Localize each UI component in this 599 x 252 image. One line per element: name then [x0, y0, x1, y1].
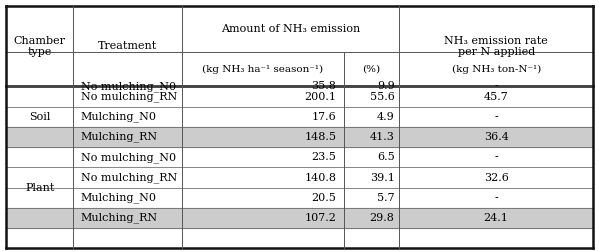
Text: 6.5: 6.5 — [377, 152, 395, 162]
Text: Mulching_RN: Mulching_RN — [80, 213, 158, 224]
Bar — [6, 127, 593, 147]
Text: Plant: Plant — [25, 183, 55, 193]
Text: Chamber
type: Chamber type — [14, 36, 66, 57]
Text: 24.1: 24.1 — [484, 213, 509, 223]
Text: 45.7: 45.7 — [484, 92, 509, 102]
Text: 41.3: 41.3 — [370, 132, 395, 142]
Text: NH₃ emission rate
per N applied: NH₃ emission rate per N applied — [444, 36, 548, 57]
Bar — [6, 208, 593, 228]
Text: 4.9: 4.9 — [377, 112, 395, 122]
Text: 107.2: 107.2 — [305, 213, 337, 223]
Text: No mulching_RN: No mulching_RN — [80, 91, 177, 102]
Text: 23.5: 23.5 — [311, 152, 337, 162]
Text: -: - — [494, 112, 498, 122]
Text: 29.8: 29.8 — [370, 213, 395, 223]
Text: (%): (%) — [362, 65, 380, 74]
Text: 9.9: 9.9 — [377, 81, 395, 91]
Text: 35.8: 35.8 — [311, 81, 337, 91]
Text: No mulching_RN: No mulching_RN — [80, 172, 177, 183]
Text: Mulching_N0: Mulching_N0 — [80, 111, 156, 122]
Text: Treatment: Treatment — [98, 41, 158, 51]
Text: No mulching_N0: No mulching_N0 — [80, 152, 176, 163]
Text: -: - — [494, 81, 498, 91]
Text: 140.8: 140.8 — [304, 173, 337, 183]
Text: No mulching_N0: No mulching_N0 — [80, 81, 176, 92]
Text: 32.6: 32.6 — [484, 173, 509, 183]
Text: -: - — [494, 152, 498, 162]
Text: Mulching_RN: Mulching_RN — [80, 132, 158, 142]
Text: 39.1: 39.1 — [370, 173, 395, 183]
Text: 5.7: 5.7 — [377, 193, 395, 203]
Text: 17.6: 17.6 — [311, 112, 337, 122]
Text: (kg NH₃ ton-N⁻¹): (kg NH₃ ton-N⁻¹) — [452, 65, 541, 74]
Text: 148.5: 148.5 — [304, 132, 337, 142]
Text: Soil: Soil — [29, 112, 50, 122]
Text: (kg NH₃ ha⁻¹ season⁻¹): (kg NH₃ ha⁻¹ season⁻¹) — [202, 65, 323, 74]
Text: -: - — [494, 193, 498, 203]
Text: Mulching_N0: Mulching_N0 — [80, 193, 156, 203]
Text: 55.6: 55.6 — [370, 92, 395, 102]
Text: 20.5: 20.5 — [311, 193, 337, 203]
Text: Amount of NH₃ emission: Amount of NH₃ emission — [221, 24, 361, 34]
Text: 36.4: 36.4 — [484, 132, 509, 142]
Text: 200.1: 200.1 — [304, 92, 337, 102]
